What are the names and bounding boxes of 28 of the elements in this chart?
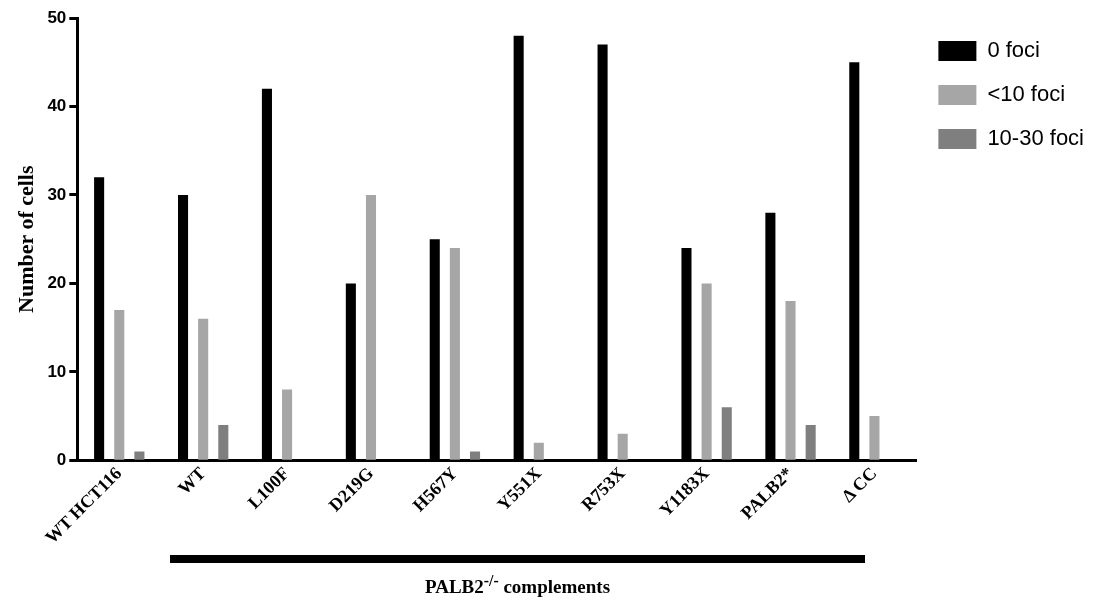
y-axis-title: Number of cells xyxy=(12,165,38,313)
legend-label: 10-30 foci xyxy=(987,125,1085,151)
y-tick-label: 20 xyxy=(47,273,67,293)
y-tick-label: 30 xyxy=(47,184,67,204)
bar xyxy=(134,451,145,460)
y-tick-label: 10 xyxy=(47,361,67,381)
x-tick-label: Δ CC xyxy=(837,462,881,506)
bar xyxy=(282,389,293,460)
bar xyxy=(869,416,880,460)
bar xyxy=(617,433,628,460)
bar xyxy=(785,301,796,460)
y-tick-label: 50 xyxy=(47,7,67,27)
legend-label: 0 foci xyxy=(987,37,1040,63)
bar xyxy=(805,424,816,460)
bar xyxy=(449,248,460,460)
y-tick-label: 0 xyxy=(56,450,67,470)
y-tick-label: 40 xyxy=(47,96,67,116)
bar xyxy=(701,283,712,460)
legend-label: <10 foci xyxy=(987,81,1066,107)
bar xyxy=(533,442,544,460)
text: PALB2$^{-/-}$ complements xyxy=(423,572,612,599)
bar xyxy=(470,451,481,460)
x-tick-label: WT xyxy=(173,462,210,499)
bar xyxy=(198,318,209,460)
bar xyxy=(365,194,377,460)
bar xyxy=(218,424,229,460)
bar xyxy=(721,407,732,460)
bar xyxy=(114,309,125,460)
